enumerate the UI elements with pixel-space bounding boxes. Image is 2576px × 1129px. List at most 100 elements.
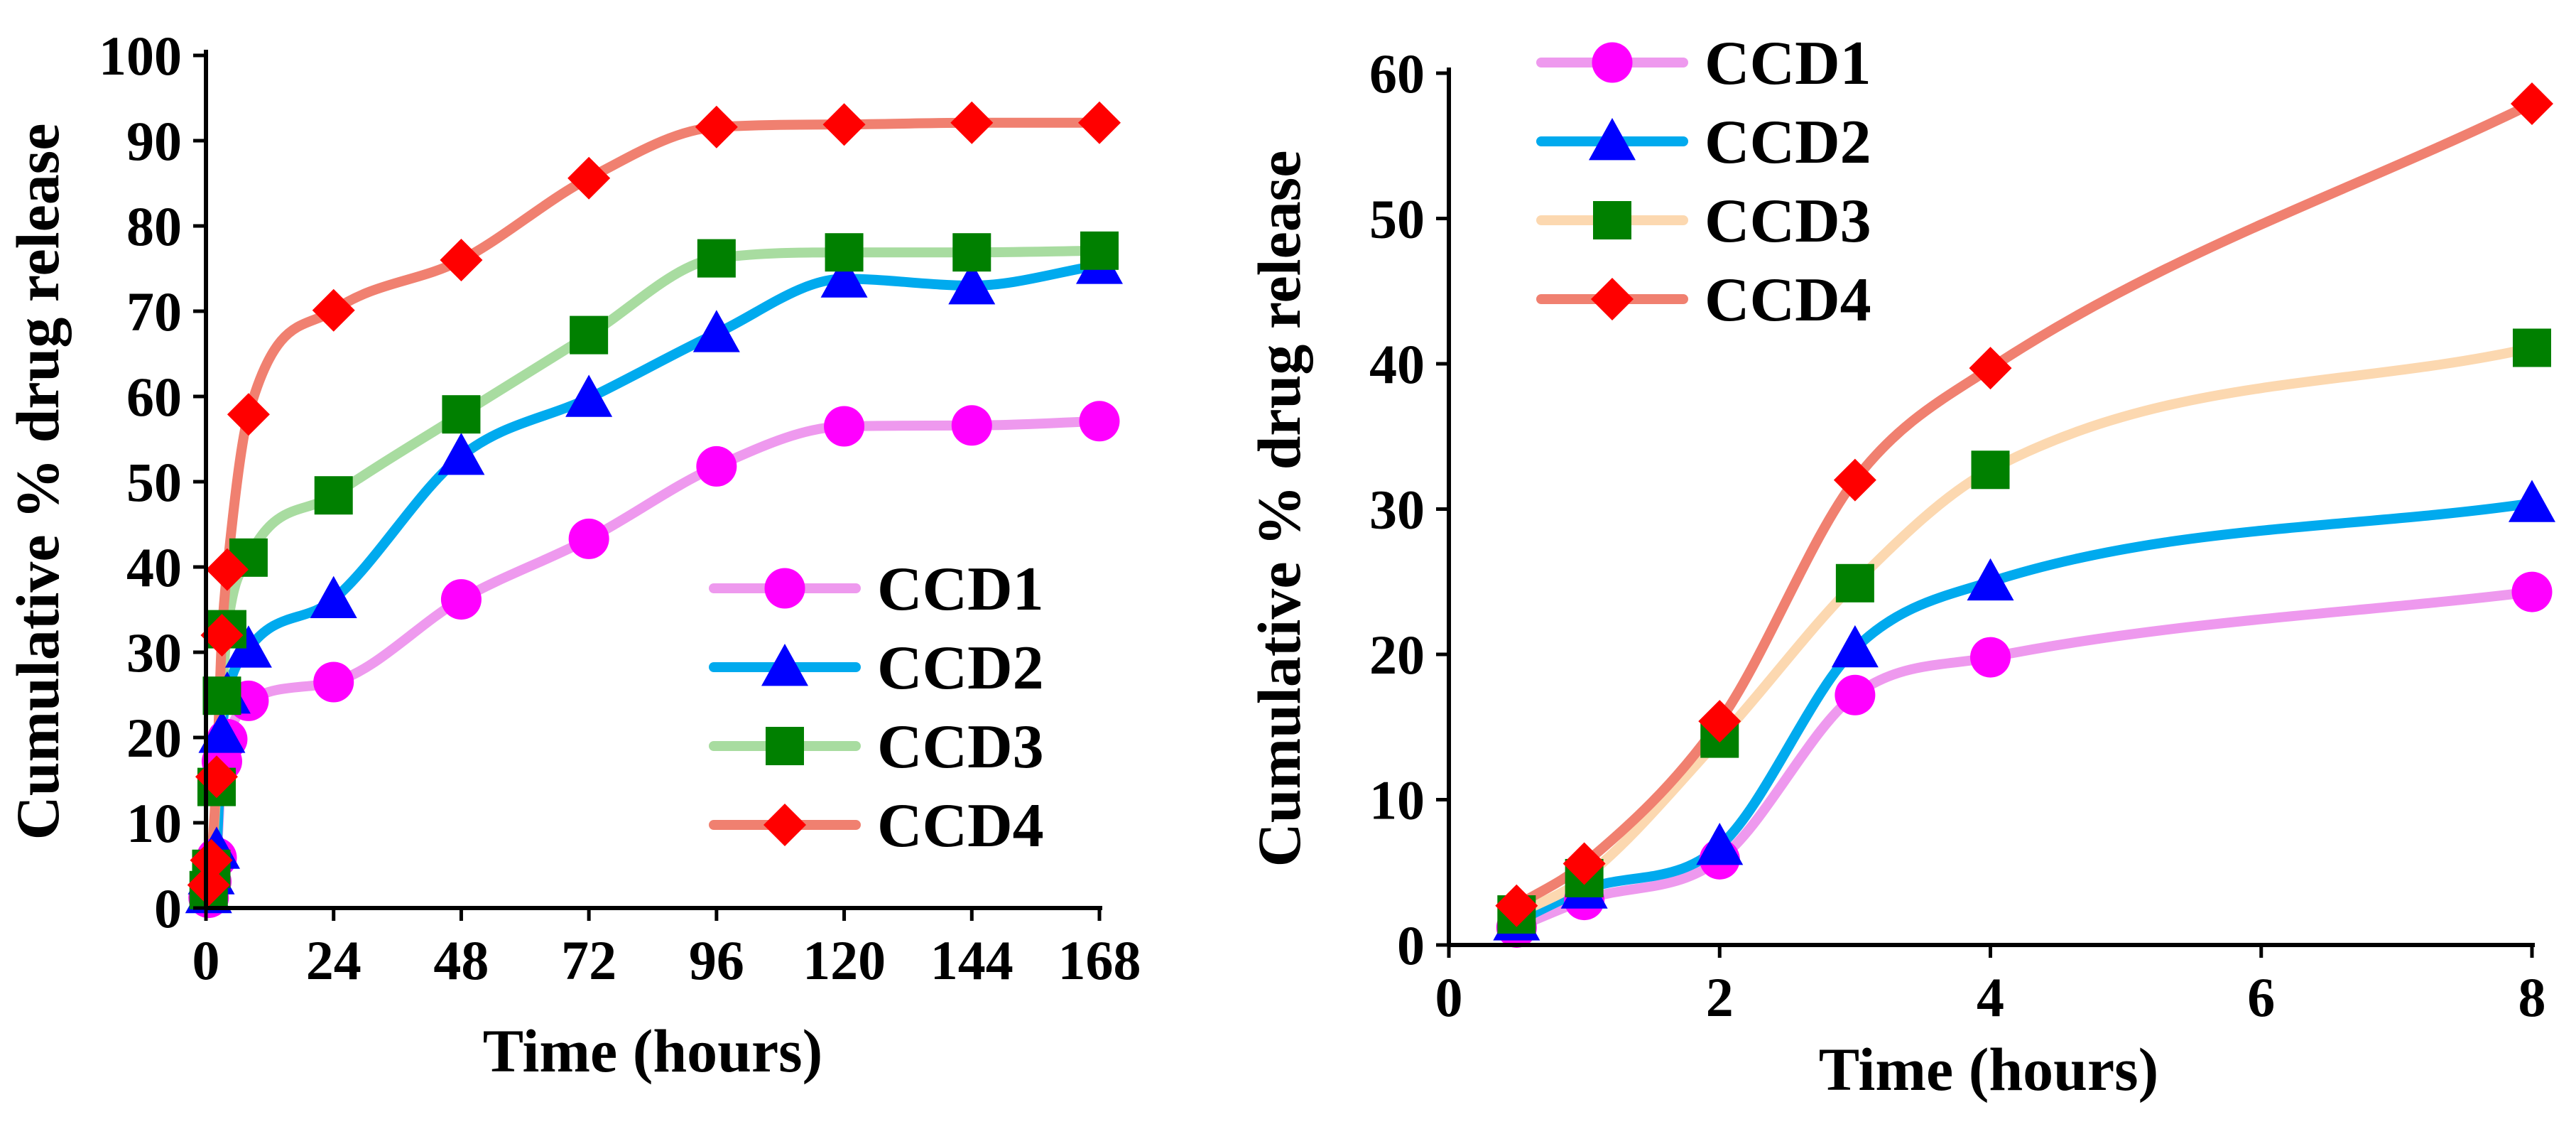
data-point-ccd3 bbox=[1080, 231, 1119, 270]
data-point-ccd1 bbox=[1079, 401, 1120, 442]
data-point-ccd4 bbox=[440, 239, 483, 281]
data-point-ccd3 bbox=[202, 676, 241, 715]
x-tick-label: 0 bbox=[1435, 966, 1463, 1028]
x-axis-title: Time (hours) bbox=[1819, 1035, 2159, 1103]
legend-label: CCD4 bbox=[1705, 266, 1871, 335]
y-tick-label: 60 bbox=[1369, 43, 1425, 104]
y-tick-label: 20 bbox=[126, 707, 182, 769]
y-tick-label: 30 bbox=[126, 622, 182, 684]
y-axis-title: Cumulative % drug release bbox=[1245, 151, 1313, 868]
data-point-ccd2 bbox=[224, 625, 272, 668]
data-point-ccd4 bbox=[205, 548, 249, 591]
data-point-ccd4 bbox=[950, 101, 994, 144]
legend-marker bbox=[1591, 278, 1634, 320]
data-point-ccd4 bbox=[1833, 458, 1876, 502]
y-tick-label: 80 bbox=[126, 195, 182, 257]
legend-item-ccd3: CCD3 bbox=[709, 713, 1044, 782]
y-tick-label: 0 bbox=[154, 877, 182, 939]
legend: CCD1 CCD2 CCD3 CCD4 bbox=[709, 555, 1044, 860]
data-point-ccd1 bbox=[2511, 571, 2553, 612]
legend-label: CCD2 bbox=[877, 634, 1044, 703]
axes-layer: 0 10 20 30 40 50 60 0 2 4 6 8 bbox=[1369, 43, 2546, 1028]
data-point-ccd1 bbox=[568, 518, 609, 559]
y-tick-label: 100 bbox=[99, 25, 182, 87]
legend-marker bbox=[1593, 201, 1631, 239]
data-point-ccd4 bbox=[1698, 700, 1741, 743]
data-point-ccd1 bbox=[696, 445, 737, 487]
x-tick-label: 72 bbox=[561, 929, 616, 991]
x-axis-title: Time (hours) bbox=[483, 1017, 823, 1085]
data-point-ccd4 bbox=[1563, 842, 1606, 885]
legend-label: CCD3 bbox=[1705, 187, 1871, 256]
x-tick-label: 4 bbox=[1977, 966, 2004, 1028]
legend-label: CCD1 bbox=[1705, 29, 1871, 98]
data-point-ccd3 bbox=[952, 233, 991, 272]
data-point-ccd4 bbox=[822, 103, 866, 146]
legend-marker bbox=[763, 804, 806, 846]
data-point-ccd2 bbox=[692, 310, 740, 352]
x-tick-label: 0 bbox=[192, 929, 220, 991]
data-point-ccd4 bbox=[187, 863, 230, 907]
x-tick-label: 6 bbox=[2247, 966, 2275, 1028]
data-point-ccd1 bbox=[313, 661, 354, 703]
data-point-ccd2 bbox=[1967, 558, 2014, 601]
x-tick-label: 96 bbox=[689, 929, 744, 991]
x-tick-label: 120 bbox=[803, 929, 886, 991]
legend-marker bbox=[766, 727, 804, 765]
legend-marker bbox=[1592, 42, 1633, 83]
data-point-ccd3 bbox=[570, 315, 609, 355]
data-point-ccd4 bbox=[200, 614, 244, 657]
y-tick-label: 40 bbox=[126, 536, 182, 598]
legend-item-ccd2: CCD2 bbox=[709, 634, 1044, 703]
data-point-ccd4 bbox=[2511, 82, 2553, 125]
legend-item-ccd4: CCD4 bbox=[1536, 266, 1871, 335]
x-tick-label: 8 bbox=[2518, 966, 2546, 1028]
legend-marker bbox=[761, 644, 808, 686]
data-point-ccd2 bbox=[565, 374, 613, 417]
y-tick-label: 60 bbox=[126, 366, 182, 428]
legend-marker bbox=[764, 568, 805, 609]
x-tick-label: 48 bbox=[433, 929, 489, 991]
series-line-ccd3 bbox=[1511, 342, 2537, 920]
legend-item-ccd1: CCD1 bbox=[709, 555, 1044, 624]
data-point-ccd4 bbox=[190, 838, 233, 882]
legend-label: CCD4 bbox=[877, 792, 1044, 860]
legend-item-ccd2: CCD2 bbox=[1536, 108, 1871, 177]
data-point-ccd3 bbox=[1971, 450, 2010, 490]
data-point-ccd1 bbox=[1835, 674, 1876, 715]
data-point-ccd3 bbox=[697, 239, 736, 278]
data-point-ccd2 bbox=[2509, 480, 2555, 522]
data-point-ccd4 bbox=[227, 393, 270, 436]
data-point-ccd2 bbox=[438, 433, 485, 475]
legend-label: CCD1 bbox=[877, 555, 1044, 624]
x-tick-label: 144 bbox=[930, 929, 1013, 991]
data-point-ccd4 bbox=[312, 288, 355, 332]
chart-left-release-168h: 0 10 20 30 40 50 60 70 80 90 100 0 24 48 72 96 120 144 168… bbox=[4, 25, 1141, 1085]
data-point-ccd4 bbox=[1495, 884, 1538, 927]
legend-item-ccd1: CCD1 bbox=[1536, 29, 1871, 98]
data-point-ccd2 bbox=[198, 711, 246, 753]
data-point-ccd2 bbox=[948, 262, 996, 305]
data-point-ccd3 bbox=[314, 476, 353, 515]
axes-layer: 0 10 20 30 40 50 60 70 80 90 100 0 24 48 72 96 120 144 168 bbox=[99, 25, 1141, 991]
y-tick-label: 90 bbox=[126, 110, 182, 172]
legend-item-ccd3: CCD3 bbox=[1536, 187, 1871, 256]
data-point-ccd1 bbox=[440, 579, 482, 620]
x-tick-label: 2 bbox=[1706, 966, 1734, 1028]
y-tick-label: 40 bbox=[1369, 333, 1425, 395]
y-tick-label: 30 bbox=[1369, 479, 1425, 541]
y-tick-label: 0 bbox=[1397, 914, 1425, 976]
y-tick-label: 10 bbox=[1369, 769, 1425, 831]
y-tick-label: 50 bbox=[126, 451, 182, 513]
y-tick-label: 20 bbox=[1369, 624, 1425, 686]
data-point-ccd3 bbox=[1835, 563, 1874, 603]
series-line-ccd2 bbox=[1511, 498, 2537, 927]
data-point-ccd1 bbox=[824, 406, 865, 447]
data-point-ccd1 bbox=[951, 405, 992, 446]
data-point-ccd4 bbox=[567, 156, 611, 200]
data-point-ccd4 bbox=[1969, 347, 2012, 390]
series-layer bbox=[1493, 82, 2555, 948]
y-tick-label: 50 bbox=[1369, 188, 1425, 250]
